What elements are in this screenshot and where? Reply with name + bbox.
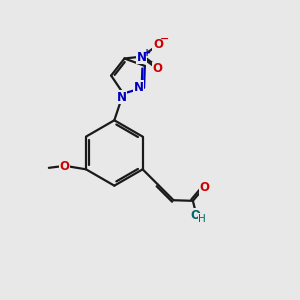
- Text: H: H: [198, 214, 206, 224]
- Text: O: O: [199, 181, 209, 194]
- Text: O: O: [60, 160, 70, 173]
- Text: −: −: [160, 34, 169, 44]
- Text: N: N: [137, 50, 147, 64]
- Text: O: O: [152, 62, 162, 75]
- Text: N: N: [134, 81, 144, 94]
- Text: O: O: [153, 38, 163, 51]
- Text: N: N: [117, 91, 127, 103]
- Text: +: +: [143, 48, 151, 58]
- Text: O: O: [191, 208, 201, 222]
